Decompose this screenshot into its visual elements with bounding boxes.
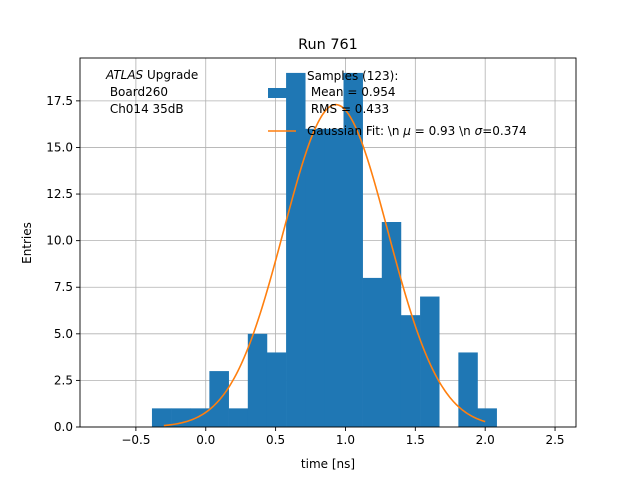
histogram-bar xyxy=(247,333,268,427)
x-tick-label: 0.0 xyxy=(196,433,215,447)
x-tick-label: 2.0 xyxy=(476,433,495,447)
histogram-bar xyxy=(324,128,344,427)
annotation-atlas: ATLAS xyxy=(105,68,144,82)
histogram-bar xyxy=(381,222,402,427)
legend-fit-text-3: =0.374 xyxy=(482,124,526,138)
legend: Samples (123): Mean = 0.954 RMS = 0.433 … xyxy=(268,69,527,138)
y-axis-label: Entries xyxy=(20,222,34,264)
histogram-bar xyxy=(458,352,478,427)
histogram-bar xyxy=(362,277,383,427)
histogram-bar xyxy=(151,408,172,427)
x-axis-ticks: −0.5 0.0 0.5 1.0 1.5 2.0 2.5 xyxy=(121,427,565,447)
y-tick-label: 0.0 xyxy=(54,420,73,434)
x-tick-label: 1.0 xyxy=(336,433,355,447)
x-tick-label: 0.5 xyxy=(266,433,285,447)
y-tick-label: 10.0 xyxy=(46,234,73,248)
legend-fit-mu: μ xyxy=(402,124,411,138)
histogram-bar xyxy=(343,72,363,427)
y-tick-label: 12.5 xyxy=(46,187,73,201)
annotation-line-3: Ch014 35dB xyxy=(106,102,184,116)
histogram-bar xyxy=(477,408,497,427)
histogram-bar xyxy=(305,128,325,427)
legend-samples-rms: RMS = 0.433 xyxy=(307,102,389,116)
legend-samples-mean: Mean = 0.954 xyxy=(307,85,396,99)
x-tick-label: 1.5 xyxy=(406,433,425,447)
histogram-bar xyxy=(286,72,306,427)
y-tick-label: 2.5 xyxy=(54,373,73,387)
y-tick-label: 5.0 xyxy=(54,327,73,341)
gaussian-fit-curve xyxy=(163,103,486,427)
y-axis-ticks: 0.0 2.5 5.0 7.5 10.0 12.5 15.0 17.5 xyxy=(46,94,80,434)
legend-fit-label: Gaussian Fit: \n μ = 0.93 \n σ=0.374 xyxy=(307,124,527,138)
annotation-line-1: ATLAS Upgrade xyxy=(105,68,198,82)
legend-samples-patch xyxy=(268,88,296,98)
x-tick-label: 2.5 xyxy=(545,433,564,447)
x-axis-label: time [ns] xyxy=(301,457,355,471)
atlas-annotation: ATLAS Upgrade Board260 Ch014 35dB xyxy=(105,68,198,116)
x-tick-label: −0.5 xyxy=(121,433,150,447)
y-tick-label: 17.5 xyxy=(46,94,73,108)
y-tick-label: 15.0 xyxy=(46,140,73,154)
histogram-bars xyxy=(151,72,497,427)
y-tick-label: 7.5 xyxy=(54,280,73,294)
annotation-upgrade: Upgrade xyxy=(143,68,198,82)
annotation-line-2: Board260 xyxy=(106,85,168,99)
histogram-bar xyxy=(228,408,249,427)
plot-frame xyxy=(79,57,577,428)
legend-fit-text-2: = 0.93 \n xyxy=(411,124,475,138)
histogram-bar xyxy=(266,352,287,427)
legend-samples-title: Samples (123): xyxy=(307,69,398,83)
chart-title: Run 761 xyxy=(298,37,358,53)
legend-fit-sigma: σ xyxy=(475,124,483,138)
histogram-bar xyxy=(400,315,421,427)
legend-fit-text-1: Gaussian Fit: \n xyxy=(307,124,403,138)
